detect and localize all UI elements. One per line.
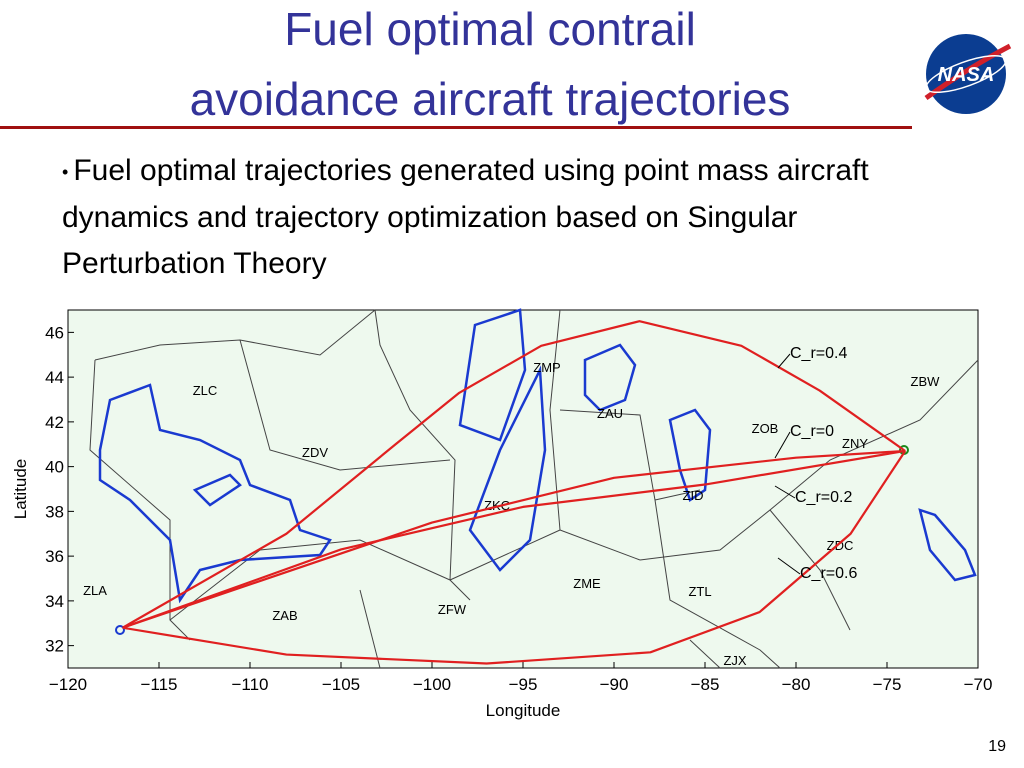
trajectory-label: C_r=0 bbox=[790, 423, 834, 440]
x-tick-label: −95 bbox=[509, 675, 538, 694]
region-label: ZOB bbox=[752, 421, 779, 436]
x-tick-label: −70 bbox=[964, 675, 993, 694]
region-label: ZBW bbox=[911, 374, 941, 389]
y-tick-label: 40 bbox=[45, 458, 64, 477]
region-label: ZFW bbox=[438, 602, 467, 617]
bullet: • Fuel optimal trajectories generated us… bbox=[62, 154, 869, 281]
x-axis-label: Longitude bbox=[486, 701, 561, 720]
annotation-arrow bbox=[774, 485, 796, 499]
region-label: ZNY bbox=[842, 436, 868, 451]
trajectory bbox=[122, 320, 906, 629]
region-label: ZLA bbox=[83, 583, 107, 598]
region-label: ZMP bbox=[533, 360, 560, 375]
region-label: ZTL bbox=[688, 584, 711, 599]
plot-area bbox=[67, 309, 979, 669]
trajectory-label: C_r=0.2 bbox=[795, 489, 852, 506]
title: avoidance aircraft trajectories bbox=[189, 73, 791, 125]
bullet-text: Fuel optimal trajectories generated usin… bbox=[62, 154, 869, 281]
region-label: ZME bbox=[573, 576, 601, 591]
x-tick-label: −75 bbox=[873, 675, 902, 694]
y-tick-label: 38 bbox=[45, 502, 64, 521]
x-tick-label: −90 bbox=[600, 675, 629, 694]
x-tick-label: −100 bbox=[413, 675, 451, 694]
annotation-arrow bbox=[777, 353, 791, 369]
region-label: ZJX bbox=[723, 653, 746, 668]
trajectory bbox=[122, 450, 907, 665]
trajectory bbox=[122, 449, 906, 629]
logo-text: NASA bbox=[938, 64, 995, 86]
annotation-arrow bbox=[774, 431, 791, 459]
trajectory bbox=[122, 449, 906, 629]
x-tick-label: −105 bbox=[322, 675, 360, 694]
y-tick-label: 42 bbox=[45, 413, 64, 432]
rule bbox=[0, 126, 912, 129]
boundaries bbox=[89, 309, 979, 669]
region-label: ZAB bbox=[272, 608, 297, 623]
region-label: ZLC bbox=[193, 383, 218, 398]
x-tick-label: −120 bbox=[49, 675, 87, 694]
y-axis-label: Latitude bbox=[11, 459, 30, 520]
trajectory-label: C_r=0.6 bbox=[800, 565, 857, 582]
x-tick-label: −80 bbox=[782, 675, 811, 694]
y-tick-label: 44 bbox=[45, 368, 64, 387]
x-tick-label: −115 bbox=[140, 675, 177, 694]
title: Fuel optimal contrail bbox=[284, 3, 696, 55]
x-tick-label: −110 bbox=[231, 675, 268, 694]
y-tick-label: 46 bbox=[45, 323, 64, 342]
x-tick-label: −85 bbox=[691, 675, 720, 694]
region-label: ZID bbox=[683, 488, 704, 503]
chart: −120 −115 −110 −105 −100 −95 −90 −85 −80 −75 −70 32… bbox=[11, 308, 993, 720]
annotation-arrow bbox=[777, 557, 801, 575]
y-tick-label: 34 bbox=[45, 592, 64, 611]
y-tick-label: 32 bbox=[45, 637, 64, 656]
weather-regions bbox=[98, 308, 977, 604]
y-tick-label: 36 bbox=[45, 547, 64, 566]
logo: NASA bbox=[924, 34, 1012, 114]
region-label: ZAU bbox=[597, 406, 623, 421]
trajectory-label: C_r=0.4 bbox=[790, 345, 847, 362]
region-label: ZDV bbox=[302, 445, 328, 460]
page-number: 19 bbox=[988, 738, 1006, 755]
